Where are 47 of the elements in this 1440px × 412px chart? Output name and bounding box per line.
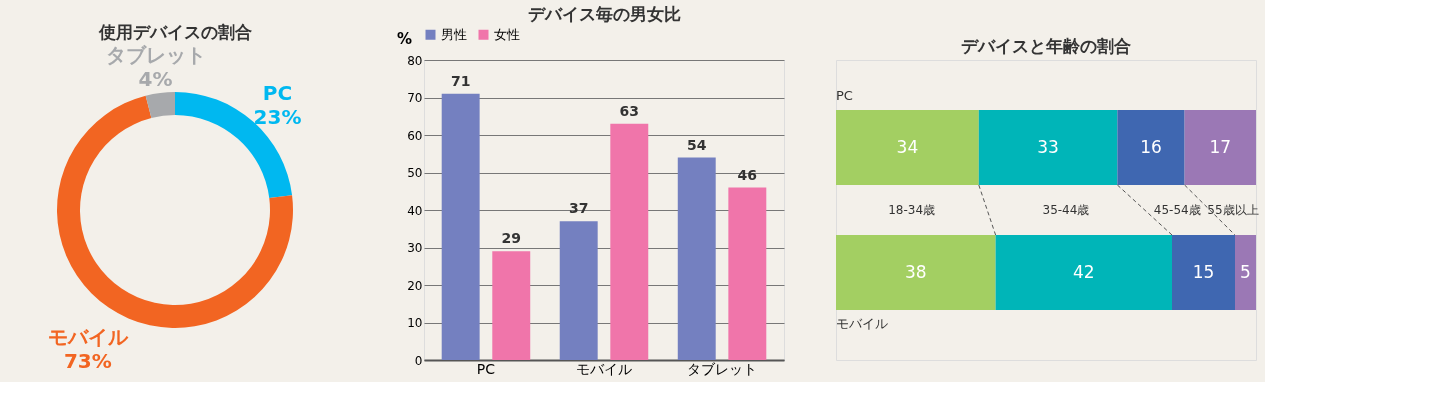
data-label: 16 [1140,136,1162,157]
data-label: 73% [63,349,112,374]
chart-title: 使用デバイスの割合 [97,22,252,43]
bar [492,251,531,360]
y-tick-label: 80 [407,53,423,68]
data-label: 15 [1192,261,1215,282]
x-tick-label: PC [476,360,496,377]
slice-label: モバイル [47,325,129,350]
data-label: 34 [896,136,919,157]
y-tick-label: 20 [407,278,423,293]
data-label: 33 [1037,136,1059,157]
chart-title: デバイスと年齢の割合 [961,36,1131,56]
data-label: 54 [687,136,707,153]
data-label: 38 [904,261,927,282]
series-label: 45-54歳 [1153,203,1201,217]
y-tick-label: 40 [407,203,423,218]
data-label: 29 [501,230,521,247]
series-label: 35-44歳 [1042,203,1090,217]
bar [610,123,649,360]
data-label: 63 [619,102,640,119]
series-label: 55歳以上 [1207,203,1259,217]
y-tick-label: 50 [407,166,423,180]
data-label: 23% [253,104,302,129]
data-label: 17 [1209,136,1232,157]
chart-title: デバイス毎の男女比 [527,4,681,24]
bar [441,93,480,360]
data-label: 4% [138,67,173,92]
data-label: 42 [1072,261,1095,282]
y-tick-label: 10 [407,316,423,330]
bar [677,157,716,360]
slice-label: タブレット [105,43,206,68]
donut-slice [145,92,175,118]
legend-label: 女性 [494,26,520,42]
y-tick-label: 30 [407,241,423,255]
bar [728,187,767,360]
data-label: 5 [1240,261,1251,282]
x-tick-label: タブレット [687,360,758,377]
y-tick-label: 0 [414,353,423,368]
series-label: 18-34歳 [888,203,936,217]
slice-label: PC [262,80,293,105]
y-tick-label: 60 [407,128,423,143]
x-tick-label: モバイル [576,360,632,377]
y-tick-label: 70 [407,91,423,105]
bar [559,221,598,360]
legend-label: 男性 [441,26,467,42]
y-axis-title: % [396,29,413,48]
data-label: 71 [450,72,471,89]
